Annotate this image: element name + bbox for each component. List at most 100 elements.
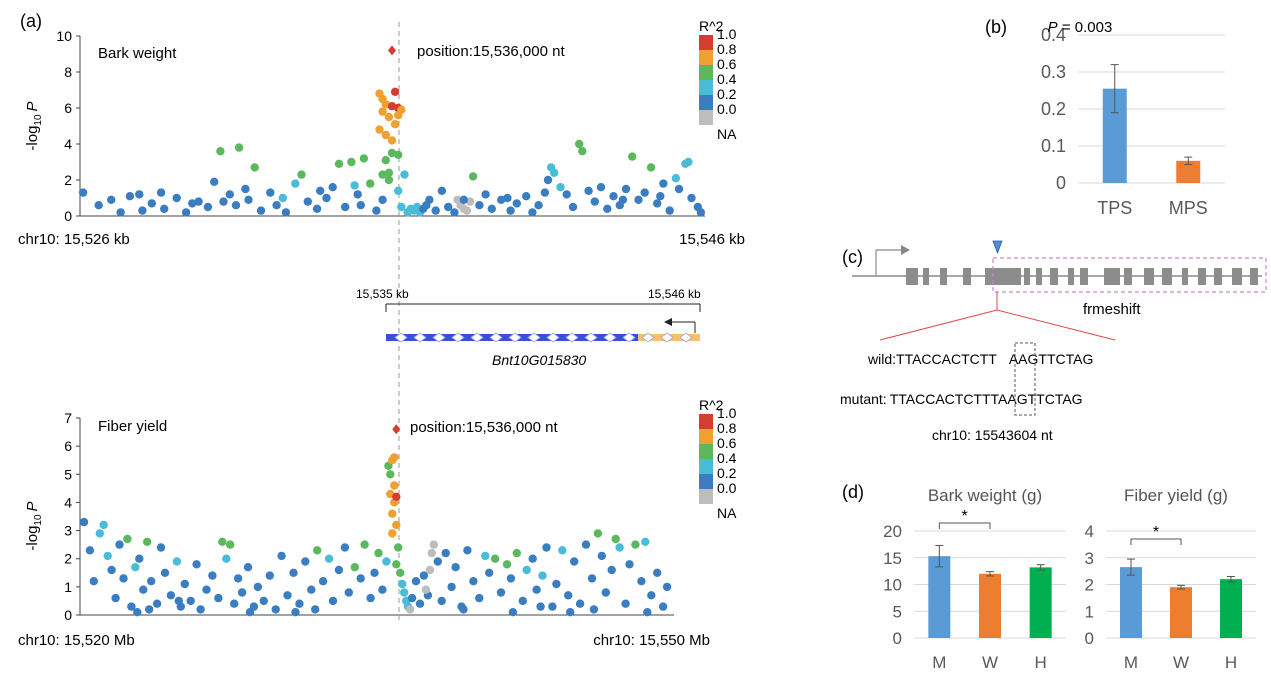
legend-swatch (699, 444, 713, 459)
snp-point (496, 588, 506, 597)
snp-point (116, 208, 125, 217)
snp-point (462, 206, 472, 215)
snp-point (625, 560, 634, 569)
bar-W (979, 573, 1001, 638)
snp-point (687, 193, 696, 203)
wild-label: wild: (867, 351, 896, 367)
snp-point (433, 557, 442, 566)
snp-point (674, 184, 684, 194)
y-axis-label-p: P (24, 101, 41, 111)
gene-name: Bnt10G015830 (492, 352, 586, 368)
x-left-label: chr10: 15,526 kb (18, 231, 130, 248)
snp-point (603, 204, 612, 213)
panel-label-c: (c) (842, 247, 863, 267)
snp-point (311, 605, 320, 614)
snp-point (237, 588, 247, 597)
snp-point (210, 177, 219, 186)
plot-title: Bark weight (98, 45, 177, 62)
snp-point (397, 105, 406, 115)
snp-point (405, 605, 415, 614)
gene-track-left-label: 15,535 kb (356, 287, 409, 301)
y-tick-label: 3 (1085, 549, 1094, 568)
snp-point (386, 470, 395, 479)
exon-block (1024, 268, 1030, 285)
significance-star: * (1153, 524, 1159, 541)
snp-point (640, 188, 649, 197)
y-axis-label-sub: 10 (33, 114, 44, 126)
category-label: M (932, 653, 946, 672)
intron-marker (565, 332, 579, 343)
intron-marker (660, 332, 674, 343)
snp-point (295, 599, 304, 608)
legend-label: 0.0 (717, 101, 737, 117)
exons (906, 268, 1258, 285)
tps-mps-bar-chart: 0 0.1 0.2 0.3 0.4 TPS MPS P = 0.003 (1041, 19, 1225, 218)
snp-point (131, 563, 140, 572)
y-tick-label: 4 (64, 494, 72, 510)
snp-point (522, 565, 531, 575)
panel-label-b: (b) (985, 17, 1007, 37)
snp-point (647, 591, 656, 600)
snp-point (111, 593, 120, 603)
snp-point (584, 186, 593, 195)
y-tick-label: 0 (64, 208, 72, 224)
snp-point (289, 568, 298, 577)
bar-MPS (1176, 160, 1201, 183)
snp-point (512, 548, 521, 558)
snp-point (272, 201, 281, 210)
exon-block (906, 268, 918, 285)
legend-label: 1.0 (717, 405, 737, 421)
snp-point (609, 192, 618, 201)
snp-point (127, 602, 136, 611)
snp-point (490, 554, 500, 563)
intron-marker (470, 332, 484, 343)
snp-point (253, 582, 263, 592)
snp-point (437, 596, 446, 606)
y-tick-label: 0.1 (1041, 136, 1066, 156)
snp-point (558, 546, 567, 555)
snp-point (643, 608, 652, 617)
legend-title: R^2 (699, 18, 724, 34)
y-tick-label: 3 (64, 523, 72, 539)
snp-point (334, 159, 344, 168)
intron-marker (603, 332, 617, 343)
wild-right-seq: AAGTTCTAG (1009, 351, 1094, 367)
y-tick-label: 4 (64, 136, 72, 152)
y-tick-label: 2 (1085, 576, 1094, 595)
snp-point (552, 579, 561, 589)
snp-point (160, 204, 169, 213)
snp-point (398, 579, 407, 589)
exon-block (1250, 268, 1258, 285)
snp-point (382, 557, 391, 566)
y-axis-label: -log10 P (24, 101, 44, 150)
snp-point (243, 563, 253, 572)
snp-point (316, 186, 325, 195)
gene-introns (394, 332, 693, 343)
snp-point (192, 560, 201, 569)
exon-block (1198, 268, 1206, 285)
snp-point (180, 579, 189, 589)
snp-point (202, 585, 211, 594)
intron-marker (451, 332, 465, 343)
snp-point (570, 557, 579, 566)
y-tick-label: 5 (893, 602, 902, 621)
y-axis-label: -log10 P (24, 501, 44, 550)
snp-point (259, 596, 268, 606)
category-label: H (1035, 653, 1047, 672)
snp-point (350, 181, 359, 190)
exon-block (940, 268, 947, 285)
snp-point (138, 206, 147, 215)
snp-point (506, 574, 516, 583)
insertion-highlight-box (1014, 342, 1036, 416)
snp-point (419, 571, 429, 580)
y-tick-label: 0 (1085, 629, 1094, 648)
x-left-label: chr10: 15,520 Mb (18, 632, 135, 649)
snp-point (303, 197, 312, 206)
category-label: W (1173, 653, 1189, 672)
snp-point (390, 87, 400, 97)
snp-point (658, 602, 668, 611)
bar-H (1029, 567, 1052, 638)
snp-point (216, 147, 225, 156)
category-label: H (1225, 653, 1237, 672)
